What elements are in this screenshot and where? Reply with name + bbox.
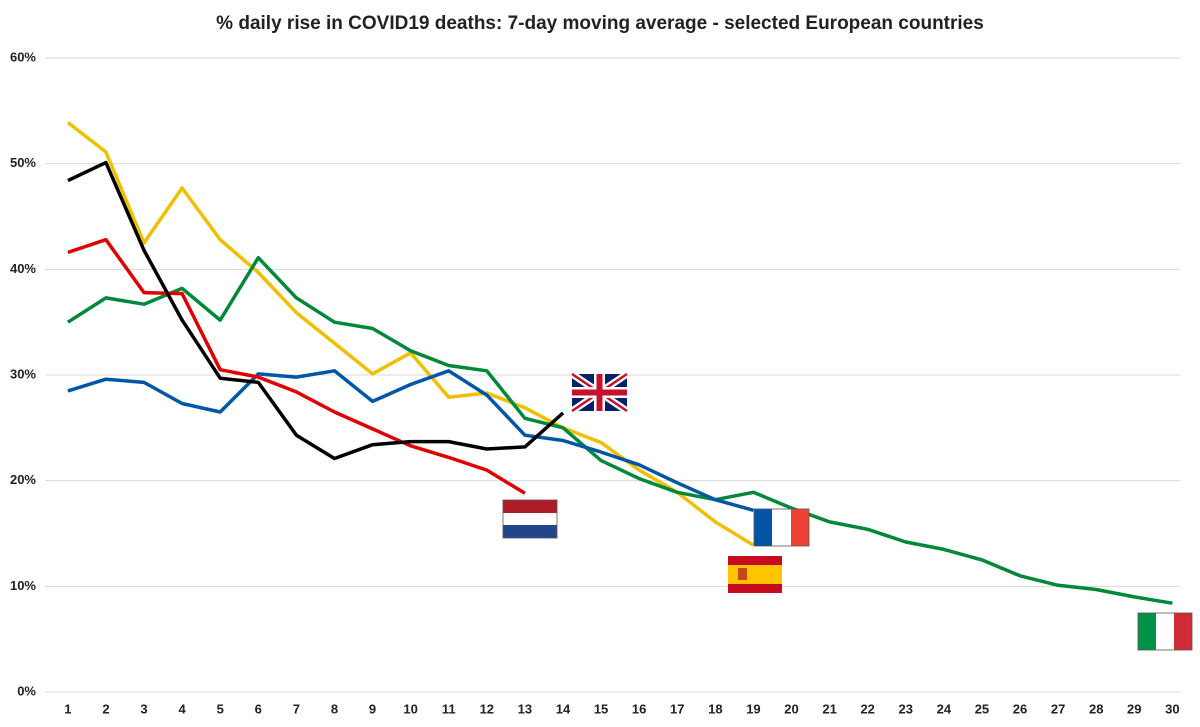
x-tick-label: 20 — [784, 701, 798, 716]
x-tick-label: 28 — [1089, 701, 1103, 716]
x-tick-label: 30 — [1165, 701, 1179, 716]
x-tick-label: 14 — [556, 701, 571, 716]
x-tick-label: 1 — [64, 701, 71, 716]
series-line — [67, 160, 565, 461]
x-tick-label: 22 — [860, 701, 874, 716]
x-tick-label: 26 — [1013, 701, 1027, 716]
x-tick-label: 16 — [632, 701, 646, 716]
y-tick-label: 40% — [10, 261, 36, 276]
x-tick-label: 5 — [217, 701, 224, 716]
x-tick-label: 23 — [899, 701, 913, 716]
y-tick-label: 50% — [10, 155, 36, 170]
flag-spain — [728, 556, 782, 593]
x-tick-label: 3 — [140, 701, 147, 716]
x-tick-label: 12 — [480, 701, 494, 716]
x-tick-label: 15 — [594, 701, 608, 716]
y-tick-label: 20% — [10, 472, 36, 487]
x-tick-label: 7 — [293, 701, 300, 716]
x-tick-label: 2 — [102, 701, 109, 716]
plot: 0%10%20%30%40%50%60%1 2 3 4 5 6 7 8 9 10 11 12 13 14 1… — [10, 49, 1180, 716]
x-tick-label: 8 — [331, 701, 338, 716]
chart-title: % daily rise in COVID19 deaths: 7-day mo… — [216, 13, 984, 34]
x-tick-label: 10 — [403, 701, 417, 716]
x-tick-label: 24 — [937, 701, 952, 716]
series-line — [66, 255, 1173, 605]
y-tick-label: 60% — [10, 49, 36, 64]
y-tick-label: 0% — [17, 683, 36, 698]
x-tick-label: 18 — [708, 701, 722, 716]
x-tick-label: 25 — [975, 701, 989, 716]
x-tick-label: 17 — [670, 701, 684, 716]
x-tick-label: 6 — [255, 701, 262, 716]
flag-netherlands — [502, 499, 558, 539]
flag-italy — [1137, 612, 1193, 651]
flag-uk — [570, 371, 629, 414]
x-tick-label: 21 — [822, 701, 836, 716]
y-tick-label: 10% — [10, 578, 36, 593]
x-tick-label: 13 — [518, 701, 532, 716]
y-tick-label: 30% — [10, 366, 36, 381]
x-tick-label: 11 — [442, 701, 456, 716]
x-tick-label: 9 — [369, 701, 376, 716]
flag-france — [753, 508, 810, 547]
series-line — [67, 369, 754, 512]
x-tick-label: 29 — [1127, 701, 1141, 716]
x-tick-label: 19 — [746, 701, 760, 716]
series-line — [66, 121, 755, 547]
series-line — [67, 237, 526, 495]
x-tick-label: 27 — [1051, 701, 1065, 716]
x-tick-label: 4 — [178, 701, 186, 716]
